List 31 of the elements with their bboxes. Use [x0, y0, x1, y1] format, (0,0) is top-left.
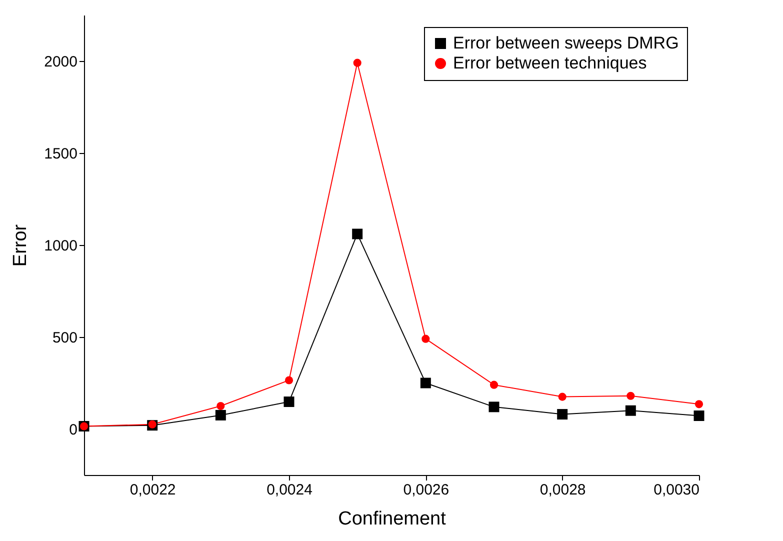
- point: [557, 409, 568, 420]
- x-tick-label: 0,0024: [266, 482, 312, 498]
- y-tick-label: 500: [52, 330, 78, 346]
- y-tick-label: 1000: [44, 238, 78, 254]
- point: [215, 410, 226, 420]
- point: [558, 392, 566, 401]
- point: [216, 402, 225, 410]
- y-tick-label: 1500: [44, 146, 78, 162]
- point: [694, 400, 704, 408]
- point: [490, 380, 498, 389]
- legend-label: Error between sweeps DMRG: [453, 34, 679, 52]
- x-tick-label: 0,0026: [403, 482, 450, 498]
- point: [694, 410, 704, 421]
- point: [148, 420, 156, 428]
- point: [625, 405, 636, 416]
- legend-label: Error between techniques: [453, 54, 647, 72]
- point: [626, 392, 635, 400]
- point: [352, 228, 363, 240]
- point: [488, 402, 500, 412]
- x-tick-label: 0,0030: [654, 482, 700, 498]
- x-axis-title: Confinement: [338, 508, 447, 530]
- x-tick-label: 0,0022: [130, 482, 176, 498]
- point: [284, 376, 294, 384]
- x-tick-label: 0,0028: [540, 482, 586, 498]
- y-axis-title: Error: [10, 224, 32, 267]
- point: [284, 396, 294, 408]
- point: [420, 378, 431, 388]
- y-tick-label: 0: [69, 422, 78, 438]
- y-tick-label: 2000: [44, 54, 78, 70]
- point: [353, 58, 362, 67]
- point: [422, 334, 430, 343]
